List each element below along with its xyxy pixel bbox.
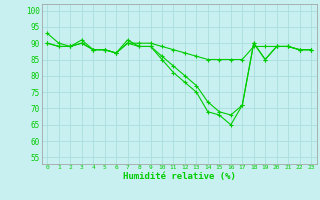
X-axis label: Humidité relative (%): Humidité relative (%) (123, 172, 236, 181)
